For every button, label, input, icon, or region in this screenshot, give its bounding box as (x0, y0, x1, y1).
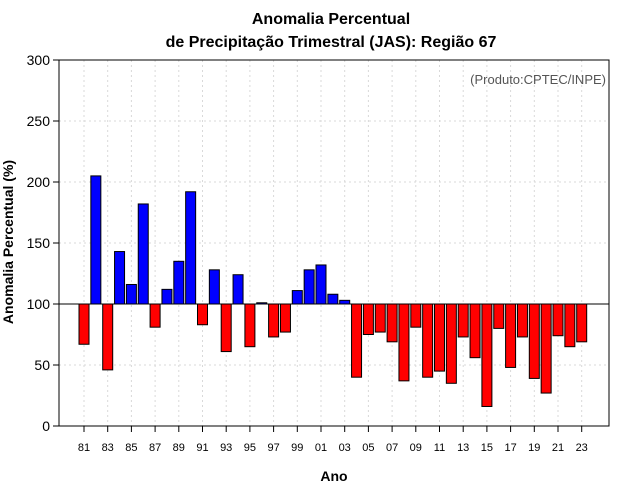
bar-99 (291, 290, 303, 305)
bar-86 (137, 203, 149, 305)
bar-83 (102, 303, 114, 371)
x-tick-label-87: 87 (149, 442, 161, 454)
bar-16 (493, 303, 505, 329)
bar-13 (457, 303, 469, 338)
x-tick-label-23: 23 (576, 442, 588, 454)
bar-91 (197, 303, 208, 326)
bar-00 (303, 269, 315, 305)
bar-04 (351, 303, 363, 378)
bar-95 (244, 303, 256, 348)
bar-82 (90, 175, 102, 305)
x-tick-label-81: 81 (78, 442, 90, 454)
bar-22 (564, 303, 576, 348)
bar-90 (185, 191, 197, 305)
x-tick-label-05: 05 (362, 442, 374, 454)
x-tick-label-19: 19 (528, 442, 540, 454)
chart-title-line1: Anomalia Percentual (252, 11, 410, 28)
x-tick-label-03: 03 (339, 442, 351, 454)
x-tick-label-99: 99 (291, 442, 303, 454)
bar-10 (422, 303, 434, 378)
bar-08 (398, 303, 410, 382)
bars-layer (78, 175, 588, 407)
x-tick-label-95: 95 (244, 442, 256, 454)
x-tick-label-09: 09 (410, 442, 422, 454)
bar-84 (114, 251, 126, 305)
bar-06 (374, 303, 386, 333)
x-tick-label-93: 93 (220, 442, 232, 454)
x-tick-label-15: 15 (481, 442, 493, 454)
bar-17 (505, 303, 517, 368)
x-tick-label-13: 13 (457, 442, 469, 454)
bar-18 (516, 303, 528, 338)
bar-11 (434, 303, 445, 372)
y-tick-label-200: 200 (27, 174, 51, 190)
x-tick-label-07: 07 (386, 442, 398, 454)
x-tick-label-89: 89 (173, 442, 185, 454)
bar-09 (410, 303, 422, 328)
credit-label: (Produto:CPTEC/INPE) (470, 72, 606, 87)
x-tick-label-83: 83 (102, 442, 114, 454)
x-tick-label-17: 17 (504, 442, 516, 454)
y-tick-label-300: 300 (27, 52, 51, 68)
bar-98 (279, 303, 291, 333)
x-tick-label-85: 85 (125, 442, 137, 454)
x-axis: 81 83 85 87 89 91 93 95 97 99 01 03 05 07 09 11 13 15 17 19… (78, 426, 588, 454)
x-tick-label-97: 97 (267, 442, 279, 454)
y-axis-label: Anomalia Percentual (%) (0, 160, 16, 324)
y-axis: 0 50 100 150 200 250 300 (27, 52, 59, 434)
y-tick-label-50: 50 (34, 357, 50, 373)
bar-23 (576, 303, 588, 343)
bar-14 (469, 303, 481, 359)
bar-15 (481, 303, 493, 407)
bar-87 (149, 303, 161, 328)
y-tick-label-150: 150 (27, 235, 51, 251)
x-axis-label: Ano (320, 468, 347, 484)
bar-01 (315, 264, 327, 305)
bar-19 (528, 303, 540, 379)
bar-89 (173, 260, 185, 305)
bar-07 (386, 303, 398, 343)
bar-12 (445, 303, 457, 384)
x-tick-label-91: 91 (196, 442, 208, 454)
y-tick-label-100: 100 (27, 296, 51, 312)
bar-85 (125, 283, 137, 305)
x-tick-label-01: 01 (315, 442, 327, 454)
bar-03 (339, 299, 351, 305)
chart-title-line2: de Precipitação Trimestral (JAS): Região… (166, 34, 497, 51)
bar-94 (232, 274, 244, 305)
y-tick-label-0: 0 (42, 418, 50, 434)
y-tick-label-250: 250 (27, 113, 51, 129)
bar-97 (268, 303, 280, 338)
bar-93 (220, 303, 232, 353)
bar-02 (327, 293, 339, 305)
bar-92 (208, 269, 220, 305)
x-tick-label-11: 11 (434, 442, 445, 454)
bar-88 (161, 288, 173, 305)
bar-21 (552, 303, 564, 337)
x-tick-label-21: 21 (552, 442, 564, 454)
bar-81 (78, 303, 90, 345)
bar-20 (540, 303, 552, 394)
bar-05 (362, 303, 374, 335)
